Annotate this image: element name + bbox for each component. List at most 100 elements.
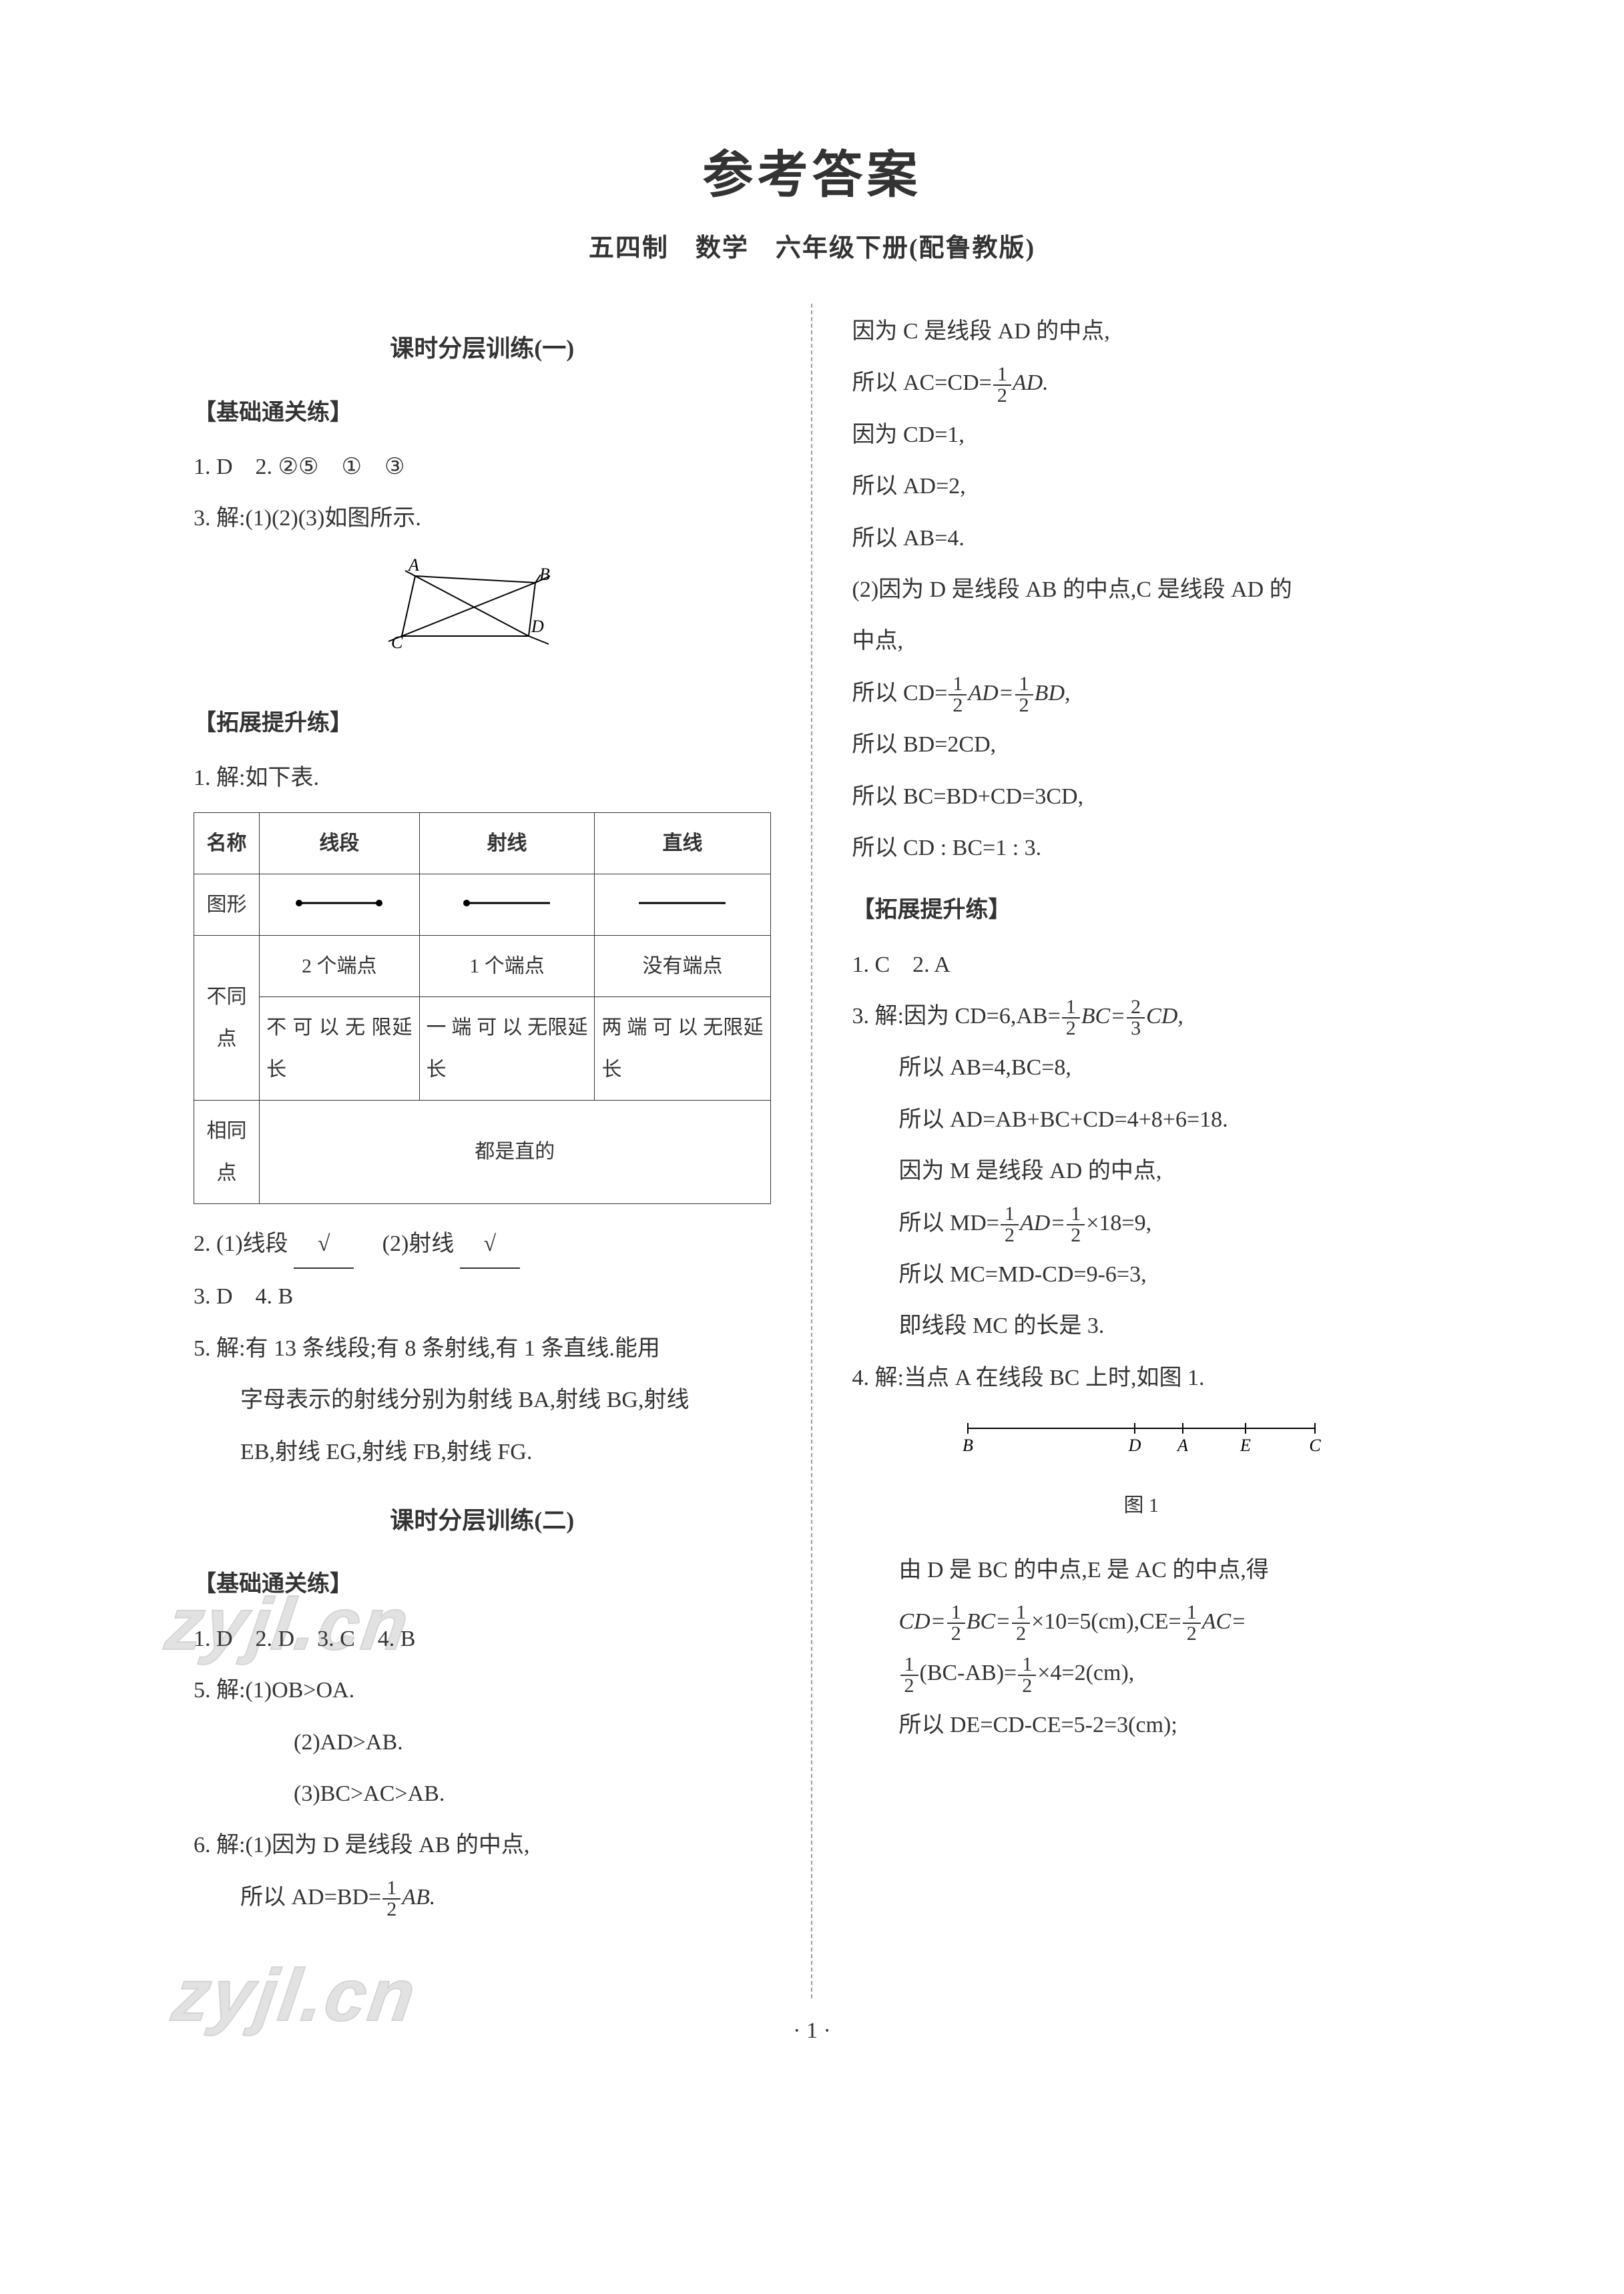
section-title-2: 课时分层训练(二) [194,1496,771,1546]
r9: 所以 BC=BD+CD=3CD, [852,773,1431,820]
frac-re4c1: 12 [947,1603,965,1644]
r5: 所以 AB=4. [852,515,1431,562]
ext-q1: 1. 解:如下表. [194,754,771,802]
th-ray: 射线 [419,812,595,874]
table-header-row: 名称 线段 射线 直线 [194,812,771,874]
svg-text:C: C [1309,1436,1321,1455]
th-name: 名称 [194,812,260,874]
re3d: 因为 M 是线段 AD 的中点, [852,1147,1431,1195]
re4e: 所以 DE=CD-CE=5-2=3(cm); [852,1701,1431,1749]
svg-text:B: B [963,1436,973,1455]
frac-r7a: 12 [949,674,967,715]
r1: 因为 C 是线段 AD 的中点, [852,308,1431,355]
q1-answers: 1. D 2. ②⑤ ① ③ [194,443,771,491]
cell-d2a: 不 可 以 无 限延长 [260,996,419,1100]
r2: 所以 AC=CD=12AD. [852,359,1431,406]
subtitle: 五四制 数学 六年级下册(配鲁教版) [174,227,1450,264]
re3e: 所以 MD=12AD=12×18=9, [852,1199,1431,1247]
frac-r7b: 12 [1015,674,1033,715]
re3e-post: ×18=9, [1086,1211,1151,1235]
re4d-post: ×4=2(cm), [1037,1661,1134,1685]
cell-d2c: 两 端 可 以 无限延长 [595,996,770,1100]
sec2-q5c: (3)BC>AC>AB. [194,1770,771,1817]
ext-q5c: EB,射线 EG,射线 FB,射线 FG. [194,1428,771,1476]
cell-d1c: 没有端点 [595,935,770,996]
re3g: 即线段 MC 的长是 3. [852,1302,1431,1350]
two-column-layout: 课时分层训练(一) 【基础通关练】 1. D 2. ②⑤ ① ③ 3. 解:(1… [174,304,1450,1998]
cell-d1a: 2 个端点 [260,935,419,996]
re1: 1. C 2. A [852,941,1431,988]
th-segment: 线段 [260,812,419,874]
title-block: 参考答案 五四制 数学 六年级下册(配鲁教版) [174,133,1450,264]
frac-re4d2: 12 [1018,1655,1036,1696]
extension-label-1: 【拓展提升练】 [194,699,771,747]
r7-pre: 所以 CD= [852,681,948,705]
sec2-q5-text: 5. 解:(1)OB>OA. [194,1678,354,1703]
frac-re3e2: 12 [1067,1204,1085,1245]
page: 参考答案 五四制 数学 六年级下册(配鲁教版) 课时分层训练(一) 【基础通关练… [0,0,1624,2294]
page-number: · 1 · [174,2018,1450,2044]
sec2-q6b-pre: 所以 AD=BD= [240,1885,381,1910]
cell-d2b: 一 端 可 以 无限延长 [419,996,595,1100]
svg-text:E: E [1240,1436,1251,1455]
cell-same-label: 相同点 [194,1100,260,1203]
r8: 所以 BD=2CD, [852,721,1431,768]
watermark-2: zyjl.cn [163,1918,428,2072]
frac-re4c2: 12 [1012,1603,1030,1644]
left-column: 课时分层训练(一) 【基础通关练】 1. D 2. ②⑤ ① ③ 3. 解:(1… [174,304,812,1998]
svg-text:D: D [531,617,544,636]
table-diff-row1: 不同点 2 个端点 1 个端点 没有端点 [194,935,771,996]
re3a: 3. 解:因为 CD=6,AB=12BC=23CD, [852,992,1431,1040]
e2-ans2: √ [460,1220,520,1269]
frac-half-1: 12 [382,1878,400,1920]
re4c-m2: ×10=5(cm),CE= [1031,1609,1181,1634]
frac-re3a1: 12 [1062,997,1080,1039]
re3f: 所以 MC=MD-CD=9-6=3, [852,1251,1431,1298]
re4d-m: (BC-AB)= [920,1661,1017,1685]
fig1-caption: 图 1 [852,1484,1431,1526]
cell-segment-graphic [260,874,419,935]
re4c: CD=12BC=12×10=5(cm),CE=12AC= [852,1598,1431,1645]
cell-d1b: 1 个端点 [419,935,595,996]
section-title-1: 课时分层训练(一) [194,324,771,374]
ext-q2: 2. (1)线段 √ (2)射线 √ [194,1220,771,1269]
re3a-pre: 3. 解:因为 CD=6,AB= [852,1004,1061,1029]
line-figure-1: B D A E C 图 1 [852,1415,1431,1526]
e2-ans1: √ [294,1220,354,1269]
re4b: 由 D 是 BC 的中点,E 是 AC 的中点,得 [852,1546,1431,1594]
sec2-q5: 5. 解:(1)OB>OA. [194,1667,771,1714]
sec2-q6b: 所以 AD=BD=12AB. [194,1874,771,1921]
extension-label-right: 【拓展提升练】 [852,886,1431,934]
frac-re4d1: 12 [900,1655,918,1696]
r7: 所以 CD=12AD=12BD, [852,669,1431,717]
re3e-mid: AD= [1020,1211,1065,1235]
re3e-pre: 所以 MD= [899,1211,999,1235]
fig1-svg: B D A E C [955,1415,1328,1462]
parallelogram-diagram: A B C D [194,556,771,679]
frac-r2: 12 [993,364,1011,406]
ext-q3-4: 3. D 4. B [194,1273,771,1320]
frac-re4c3: 12 [1183,1603,1201,1644]
table-graphic-row: 图形 [194,874,771,935]
r7-post: BD, [1035,681,1071,705]
cell-line-graphic [595,874,770,935]
frac-re3e1: 12 [1001,1204,1019,1245]
svg-text:A: A [407,556,419,575]
svg-text:D: D [1127,1436,1141,1455]
e2-prefix: 2. (1)线段 [194,1231,288,1256]
r3: 因为 CD=1, [852,411,1431,459]
comparison-table: 名称 线段 射线 直线 图形 [194,812,771,1204]
cell-diff-label: 不同点 [194,935,260,1100]
right-column: 因为 C 是线段 AD 的中点, 所以 AC=CD=12AD. 因为 CD=1,… [812,304,1451,1998]
parallelogram-svg: A B C D [382,556,582,663]
basic-label-1: 【基础通关练】 [194,389,771,437]
r6b: 中点, [852,617,1431,665]
r7-mid: AD= [968,681,1013,705]
svg-text:B: B [539,565,550,584]
svg-text:C: C [391,633,403,652]
ext-q5b: 字母表示的射线分别为射线 BA,射线 BG,射线 [194,1376,771,1424]
re4c-pre: CD= [899,1609,946,1634]
sec2-q6a: 6. 解:(1)因为 D 是线段 AB 的中点, [194,1821,771,1869]
ext-q5a: 5. 解:有 13 条线段;有 8 条射线,有 1 条直线.能用 [194,1325,771,1372]
cell-same-value: 都是直的 [260,1100,770,1203]
